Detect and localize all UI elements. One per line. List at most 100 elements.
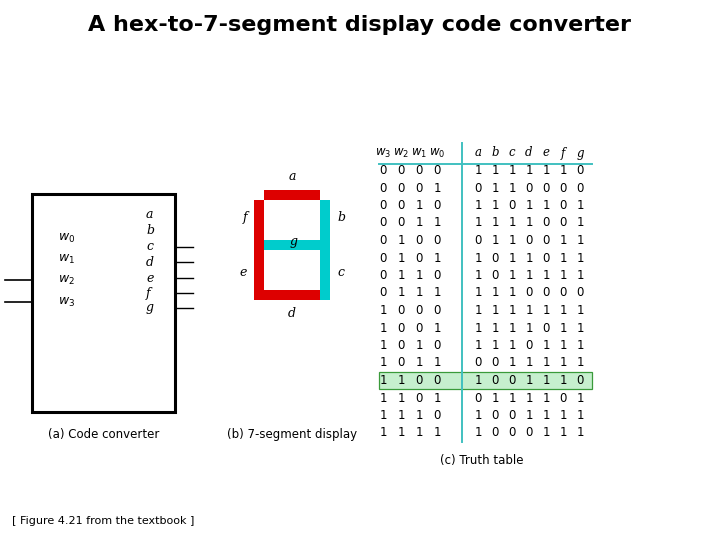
Text: 1: 1	[397, 234, 405, 247]
Text: 1: 1	[542, 269, 550, 282]
Text: $w_1$: $w_1$	[58, 252, 75, 266]
Text: 1: 1	[576, 234, 584, 247]
Text: 1: 1	[576, 356, 584, 369]
Text: 1: 1	[508, 217, 516, 230]
Text: 1: 1	[526, 304, 533, 317]
Text: 1: 1	[559, 409, 567, 422]
Text: 1: 1	[508, 356, 516, 369]
Text: $w_2$: $w_2$	[58, 273, 75, 287]
Text: 1: 1	[474, 252, 482, 265]
Text: 1: 1	[491, 164, 499, 177]
Text: 1: 1	[576, 199, 584, 212]
Text: $w_1$: $w_1$	[411, 146, 427, 159]
Text: 1: 1	[576, 304, 584, 317]
Text: 0: 0	[415, 304, 423, 317]
Text: 0: 0	[379, 217, 387, 230]
Text: 1: 1	[415, 427, 423, 440]
Text: g: g	[146, 301, 154, 314]
Text: 1: 1	[474, 304, 482, 317]
Text: 0: 0	[474, 234, 482, 247]
Text: 1: 1	[379, 356, 387, 369]
Text: 0: 0	[415, 374, 423, 387]
Text: 1: 1	[526, 269, 533, 282]
Text: (a) Code converter: (a) Code converter	[48, 428, 159, 441]
Text: b: b	[146, 225, 154, 238]
Text: 1: 1	[474, 374, 482, 387]
Text: 1: 1	[542, 339, 550, 352]
Text: e: e	[542, 146, 549, 159]
Text: 0: 0	[379, 252, 387, 265]
Text: g: g	[576, 146, 584, 159]
Text: 1: 1	[397, 374, 405, 387]
Text: 1: 1	[415, 409, 423, 422]
Text: 0: 0	[415, 181, 423, 194]
Text: b: b	[337, 211, 345, 224]
Text: 1: 1	[559, 164, 567, 177]
Text: 1: 1	[474, 321, 482, 334]
Bar	[320, 245, 330, 300]
Text: 1: 1	[397, 427, 405, 440]
Text: 1: 1	[491, 339, 499, 352]
Text: 1: 1	[379, 339, 387, 352]
Text: a: a	[146, 208, 153, 221]
Text: 0: 0	[576, 164, 584, 177]
Text: 1: 1	[559, 356, 567, 369]
Text: 1: 1	[542, 164, 550, 177]
Text: 0: 0	[474, 392, 482, 404]
Text: 0: 0	[508, 374, 516, 387]
Text: A hex-to-7-segment display code converter: A hex-to-7-segment display code converte…	[89, 15, 631, 35]
Text: c: c	[337, 266, 344, 279]
Text: 0: 0	[542, 217, 549, 230]
Text: 1: 1	[415, 269, 423, 282]
Text: 1: 1	[397, 392, 405, 404]
Text: 1: 1	[542, 392, 550, 404]
Text: f: f	[561, 146, 565, 159]
Text: 0: 0	[379, 269, 387, 282]
Text: 0: 0	[576, 287, 584, 300]
Text: 1: 1	[559, 234, 567, 247]
Text: [ Figure 4.21 from the textbook ]: [ Figure 4.21 from the textbook ]	[12, 516, 194, 526]
Text: 0: 0	[379, 234, 387, 247]
Text: 1: 1	[491, 304, 499, 317]
Text: 0: 0	[433, 304, 441, 317]
Text: 0: 0	[542, 321, 549, 334]
Text: 0: 0	[379, 181, 387, 194]
Text: 1: 1	[474, 427, 482, 440]
Text: 1: 1	[491, 234, 499, 247]
Text: 0: 0	[433, 234, 441, 247]
Text: 1: 1	[526, 321, 533, 334]
Bar	[32, 194, 175, 412]
Text: 1: 1	[474, 409, 482, 422]
Text: 0: 0	[559, 217, 567, 230]
Text: 1: 1	[542, 304, 550, 317]
Text: 0: 0	[415, 321, 423, 334]
Text: 0: 0	[433, 374, 441, 387]
Text: 1: 1	[397, 269, 405, 282]
Bar	[264, 190, 320, 200]
Text: f: f	[243, 211, 247, 224]
Text: 1: 1	[576, 321, 584, 334]
Text: 0: 0	[491, 374, 499, 387]
Text: 0: 0	[397, 339, 405, 352]
Text: 1: 1	[576, 409, 584, 422]
Text: 0: 0	[542, 181, 549, 194]
Text: 0: 0	[433, 339, 441, 352]
Text: 1: 1	[415, 339, 423, 352]
Text: 1: 1	[491, 181, 499, 194]
Bar	[254, 200, 264, 245]
Text: 1: 1	[474, 269, 482, 282]
Text: $w_0$: $w_0$	[58, 232, 75, 245]
Text: 0: 0	[542, 252, 549, 265]
Text: 0: 0	[379, 199, 387, 212]
Text: 0: 0	[433, 269, 441, 282]
Text: 1: 1	[542, 427, 550, 440]
Text: 1: 1	[526, 409, 533, 422]
Text: 1: 1	[542, 374, 550, 387]
Text: 1: 1	[379, 409, 387, 422]
Text: 1: 1	[526, 392, 533, 404]
Text: 1: 1	[508, 181, 516, 194]
Text: 0: 0	[491, 252, 499, 265]
Text: 1: 1	[491, 199, 499, 212]
Text: 1: 1	[379, 374, 387, 387]
Text: 1: 1	[559, 269, 567, 282]
